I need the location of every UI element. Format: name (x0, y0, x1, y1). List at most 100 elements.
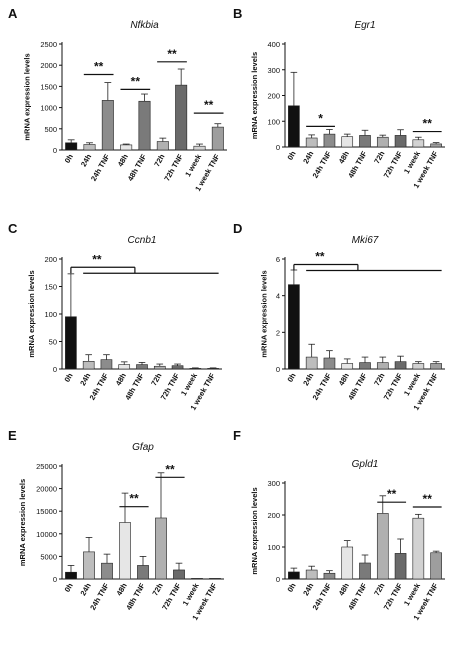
bar (341, 546, 354, 580)
bar (193, 145, 206, 151)
x-tick-label: 24h (78, 371, 92, 387)
panel-f: F Gpld1 0 100 200 300 mRNA expression levels 0h… (233, 428, 445, 622)
bar (323, 572, 336, 580)
bar (137, 565, 149, 580)
x-tick-label: 24h (301, 149, 315, 165)
y-tick-label: 100 (44, 310, 57, 319)
x-tick-label: 72h (372, 581, 386, 597)
chart-title: Mki67 (352, 235, 379, 246)
y-axis-label: mRNA expression levels (18, 479, 27, 566)
bar (341, 136, 354, 148)
significance-label: ** (423, 117, 433, 131)
y-axis-label: mRNA expression levels (250, 487, 259, 574)
y-tick-label: 0 (53, 575, 57, 584)
bar (288, 571, 300, 580)
bar (65, 316, 77, 370)
y-axis-label: mRNA expression levels (23, 53, 32, 140)
y-tick-label: 300 (267, 66, 280, 75)
bar (138, 100, 151, 151)
y-tick-label: 0 (53, 146, 57, 155)
bar (65, 142, 78, 151)
y-tick-label: 50 (49, 338, 57, 347)
bar (171, 365, 184, 370)
x-tick-label: 48h (337, 581, 351, 597)
y-tick-label: 15000 (36, 507, 57, 516)
bar (430, 363, 442, 370)
bar (359, 562, 371, 580)
x-tick-label: 48h (337, 149, 351, 165)
bar (100, 359, 113, 370)
bar (136, 364, 148, 370)
x-tick-label: 72h (372, 371, 386, 387)
y-tick-label: 20000 (36, 485, 57, 494)
panel-label: C (8, 221, 18, 236)
x-tick-label: 72h (372, 149, 386, 165)
bar (82, 360, 95, 370)
y-tick-label: 5000 (40, 552, 57, 561)
panel-e: E Gfap 0 5000 10000 15000 20000 25000 mRNA expre… (8, 428, 224, 622)
bar (209, 578, 221, 580)
x-tick-label: 48h (337, 371, 351, 387)
bar (412, 517, 425, 580)
x-tick-label: 24h (78, 581, 92, 597)
y-tick-label: 25000 (36, 462, 57, 471)
panel-label: A (8, 6, 18, 21)
y-tick-label: 2000 (40, 61, 57, 70)
x-tick-label: 0h (63, 581, 75, 593)
bar (175, 84, 188, 151)
x-tick-label: 72h (150, 581, 164, 597)
bar (101, 562, 113, 580)
y-tick-label: 100 (267, 543, 280, 552)
significance-label: ** (167, 47, 177, 61)
bar (376, 513, 389, 580)
x-tick-label: 48h (116, 152, 130, 168)
panel-label: E (8, 428, 17, 443)
y-axis-label: mRNA expression levels (259, 270, 268, 357)
bar (173, 569, 185, 580)
bar (288, 284, 300, 370)
y-tick-label: 400 (267, 40, 280, 49)
y-tick-label: 2500 (40, 40, 57, 49)
bar (305, 569, 318, 580)
panel-a: A Nfkbia 0 500 1000 1500 2000 2500 mRNA expressi… (8, 6, 227, 193)
y-tick-label: 1000 (40, 104, 57, 113)
x-tick-label: 24h (301, 371, 315, 387)
y-tick-label: 0 (53, 365, 57, 374)
significance-label: ** (165, 462, 175, 476)
panel-b: B Egr1 0 100 200 300 400 mRNA expression levels… (233, 6, 445, 190)
bar (83, 551, 95, 580)
panel-label: F (233, 428, 241, 443)
bar (430, 552, 442, 580)
bar (412, 363, 425, 370)
bar (65, 571, 77, 580)
bar (341, 363, 354, 370)
bar (305, 356, 318, 370)
y-tick-label: 0 (276, 365, 280, 374)
bar (359, 362, 371, 370)
bar (189, 368, 202, 370)
x-tick-label: 24h (79, 152, 93, 168)
y-tick-label: 150 (44, 283, 57, 292)
significance-label: ** (423, 492, 433, 506)
panel-label: D (233, 221, 242, 236)
y-tick-label: 2 (276, 328, 280, 337)
x-tick-label: 24h (301, 581, 315, 597)
y-axis-label: mRNA expression levels (27, 270, 36, 357)
x-tick-label: 0h (62, 371, 74, 383)
bar (211, 126, 224, 151)
panel-label: B (233, 6, 242, 21)
y-axis-label: mRNA expression levels (250, 52, 259, 139)
significance-label: ** (131, 74, 141, 88)
y-tick-label: 100 (267, 117, 280, 126)
y-tick-label: 200 (267, 511, 280, 520)
chart-title: Ccnb1 (128, 235, 157, 246)
y-tick-label: 10000 (36, 530, 57, 539)
bar (156, 141, 169, 151)
chart-title: Gfap (132, 442, 154, 453)
bar (153, 365, 166, 370)
bar (376, 362, 389, 370)
bar (288, 105, 300, 148)
